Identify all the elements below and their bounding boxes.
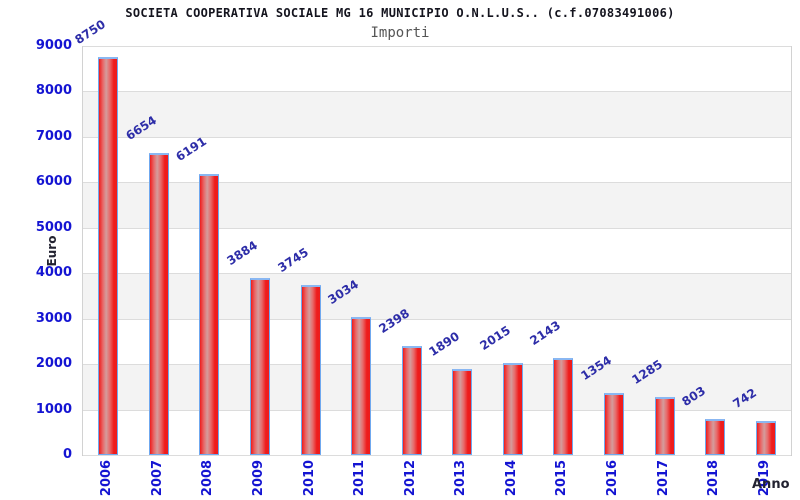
gridline xyxy=(83,273,791,275)
gridline xyxy=(83,409,791,411)
gridline xyxy=(83,91,791,93)
bar-2009 xyxy=(250,278,270,455)
chart-subtitle: Importi xyxy=(370,25,430,41)
x-tick-label: 2011 xyxy=(352,459,368,497)
y-tick-label: 1000 xyxy=(35,401,72,417)
y-tick-label: 8000 xyxy=(35,83,72,99)
plot-area xyxy=(82,46,792,456)
gridline xyxy=(83,227,791,229)
gridline xyxy=(83,318,791,320)
plot-band xyxy=(83,273,791,319)
x-axis-title: Anno xyxy=(752,477,790,492)
y-tick-label: 5000 xyxy=(35,219,72,235)
plot-band xyxy=(83,46,791,92)
bar-2012 xyxy=(401,346,422,455)
gridline xyxy=(83,46,791,47)
bar-2013 xyxy=(452,369,473,455)
y-tick-label: 6000 xyxy=(35,174,72,190)
gridline xyxy=(83,455,791,456)
plot-band xyxy=(83,91,791,137)
y-tick-label: 2000 xyxy=(35,356,72,372)
gridline xyxy=(83,136,791,138)
bar-2014 xyxy=(502,363,523,455)
x-tick-label: 2009 xyxy=(251,459,266,497)
bar-2015 xyxy=(553,357,574,455)
chart-title: SOCIETA COOPERATIVA SOCIALE MG 16 MUNICI… xyxy=(125,6,675,20)
x-tick-label: 2008 xyxy=(200,459,216,497)
x-tick-label: 2018 xyxy=(706,459,722,497)
gridline xyxy=(83,182,791,184)
plot-band xyxy=(83,227,791,274)
x-tick-label: 2006 xyxy=(99,459,115,497)
x-tick-label: 2010 xyxy=(301,459,317,497)
y-tick-label: 4000 xyxy=(35,265,72,281)
x-tick-label: 2013 xyxy=(453,459,469,497)
bar-2006 xyxy=(98,57,119,455)
y-tick-label: 9000 xyxy=(35,38,72,53)
y-axis-title: Euro xyxy=(45,235,59,267)
bar-2016 xyxy=(604,393,624,455)
plot-band xyxy=(83,409,791,455)
bar-2019 xyxy=(755,421,776,455)
x-tick-label: 2007 xyxy=(149,459,165,497)
x-tick-label: 2014 xyxy=(503,459,519,497)
gridline xyxy=(83,364,791,366)
y-tick-label: 3000 xyxy=(35,310,72,326)
bar-2011 xyxy=(351,317,372,455)
x-tick-label: 2016 xyxy=(605,459,620,497)
y-tick-label: 0 xyxy=(62,447,72,462)
bar-2010 xyxy=(300,284,321,455)
y-tick-label: 7000 xyxy=(35,128,72,144)
plot-band xyxy=(83,182,791,228)
x-tick-label: 2017 xyxy=(655,459,671,497)
bar-2017 xyxy=(654,396,675,455)
bar-2018 xyxy=(705,418,726,455)
x-tick-label: 2015 xyxy=(554,459,570,497)
x-tick-label: 2012 xyxy=(402,459,418,497)
bar-2007 xyxy=(148,152,169,455)
bar-2008 xyxy=(199,173,220,455)
